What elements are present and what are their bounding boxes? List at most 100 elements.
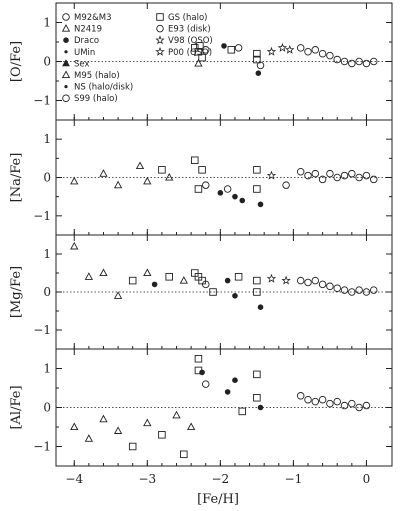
data-point — [99, 169, 108, 177]
data-point — [224, 389, 231, 395]
data-point — [253, 55, 261, 64]
data-point — [348, 169, 356, 178]
x-tick-label: −4 — [65, 472, 83, 486]
data-point — [296, 276, 305, 285]
legend-marker — [62, 94, 70, 102]
data-points — [70, 355, 371, 459]
data-point — [348, 59, 356, 68]
data-point — [99, 268, 108, 277]
data-point — [223, 185, 232, 193]
legend-entry: E93 (disk) — [156, 24, 211, 35]
data-point — [201, 46, 210, 54]
y-tick-label: 1 — [43, 16, 51, 30]
data-point — [151, 281, 158, 288]
legend-label: V98 (QSO) — [168, 36, 213, 46]
data-point — [194, 58, 203, 67]
data-point — [255, 70, 262, 76]
data-point — [311, 46, 320, 54]
data-point — [113, 291, 123, 299]
data-point — [158, 166, 166, 174]
data-point — [318, 280, 327, 289]
data-point — [355, 57, 363, 66]
legend-marker — [62, 13, 70, 21]
data-point — [340, 57, 349, 66]
y-tick-label: 1 — [43, 247, 51, 261]
data-point — [201, 181, 210, 189]
data-point — [158, 431, 166, 439]
legend-marker — [156, 24, 164, 33]
data-point — [221, 43, 227, 49]
legend-entry: M92&M3 — [62, 13, 112, 23]
data-point — [239, 197, 246, 204]
data-point — [232, 293, 238, 299]
data-point — [362, 59, 371, 68]
legend-entry: V98 (QSO) — [155, 35, 213, 46]
data-point — [135, 161, 145, 170]
y-axis-label: [Na/Fe] — [9, 153, 24, 203]
data-point — [304, 48, 312, 56]
data-point — [348, 399, 356, 408]
legend-entry: P00 (QSO) — [155, 46, 212, 58]
y-tick-label: 1 — [43, 362, 51, 376]
data-point — [340, 401, 349, 410]
data-point — [326, 169, 334, 178]
legend-label: GS (halo) — [168, 13, 207, 23]
legend-marker — [62, 59, 70, 67]
legend-label: NS (halo/disk) — [74, 83, 133, 93]
data-point — [179, 276, 188, 284]
data-point — [348, 288, 356, 296]
legend-entry: NS (halo/disk) — [64, 83, 133, 93]
data-point — [266, 273, 277, 283]
data-point — [198, 53, 206, 62]
data-point — [238, 407, 247, 416]
data-point — [311, 276, 320, 285]
y-tick-label: 0 — [43, 401, 51, 415]
x-tick-label: −2 — [211, 472, 229, 486]
data-point — [304, 395, 312, 404]
data-point — [333, 397, 341, 406]
data-point — [196, 42, 204, 50]
data-point — [180, 450, 188, 459]
legend-entry: Draco — [63, 36, 99, 46]
data-point — [369, 175, 378, 184]
legend-entry: UMin — [64, 48, 95, 58]
data-point — [165, 172, 174, 181]
legend-entry: N2419 — [61, 24, 102, 35]
panel-1: −1 0 1 [Na/Fe] — [9, 119, 393, 236]
data-point — [232, 377, 238, 384]
data-point — [296, 44, 305, 52]
data-point — [266, 46, 277, 56]
data-point — [285, 44, 295, 54]
data-point — [277, 42, 288, 52]
data-point — [257, 201, 264, 208]
data-point — [326, 282, 334, 291]
data-point — [70, 176, 79, 185]
data-point — [234, 273, 243, 281]
y-tick-label: 0 — [43, 171, 51, 185]
data-point — [326, 399, 334, 408]
data-point — [266, 170, 277, 180]
panel-3: −1 0 1 [Al/Fe] — [9, 348, 393, 467]
data-point — [340, 286, 349, 294]
y-axis-label: [Mg/Fe] — [9, 266, 24, 318]
data-point — [232, 193, 238, 200]
data-point — [296, 392, 305, 400]
legend-marker — [61, 24, 71, 32]
data-point — [369, 286, 378, 294]
data-point — [128, 276, 137, 285]
data-point — [362, 171, 371, 180]
data-point — [355, 286, 363, 294]
legend-label: UMin — [74, 48, 95, 58]
y-tick-label: 1 — [43, 132, 51, 146]
legend-marker — [61, 70, 71, 79]
data-point — [128, 442, 137, 451]
legend-entry: S99 (halo) — [62, 94, 118, 104]
data-point — [186, 422, 196, 431]
data-points — [70, 156, 378, 208]
data-point — [194, 355, 203, 363]
data-point — [253, 276, 261, 285]
data-point — [355, 403, 363, 412]
data-point — [143, 268, 152, 277]
